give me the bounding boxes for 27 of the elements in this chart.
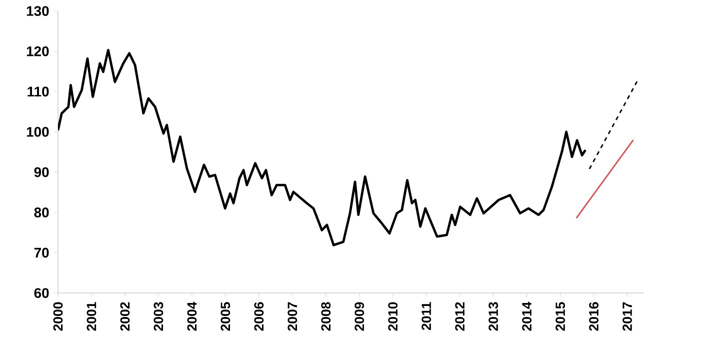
x-tick-label: 2016 bbox=[589, 302, 598, 331]
x-tick-label: 2013 bbox=[488, 302, 498, 331]
x-tick-label: 2008 bbox=[321, 302, 331, 331]
x-tick-label: 2006 bbox=[254, 302, 264, 331]
x-tick-label: 2005 bbox=[220, 302, 230, 331]
x-tick-label: 2002 bbox=[120, 302, 130, 331]
y-tick-label: 90 bbox=[34, 167, 49, 178]
x-tick-label: 2009 bbox=[354, 302, 364, 331]
x-tick-label: 2014 bbox=[522, 302, 532, 331]
line-series bbox=[58, 48, 587, 246]
x-tick-label: 2012 bbox=[455, 302, 465, 331]
x-tick-label: 2007 bbox=[288, 302, 298, 331]
y-tick-label: 120 bbox=[26, 46, 49, 56]
x-tick-label: 2000 bbox=[53, 302, 63, 331]
x-tick-label: 2017 bbox=[622, 302, 632, 331]
x-tick-label: 2004 bbox=[187, 302, 197, 331]
x-tick-label: 2015 bbox=[556, 302, 565, 331]
x-tick-label: 2011 bbox=[422, 302, 432, 330]
x-tick-label: 2001 bbox=[86, 302, 96, 331]
y-tick-label: 100 bbox=[26, 126, 49, 137]
x-tick-label: 2010 bbox=[388, 302, 398, 331]
y-tick-label: 130 bbox=[26, 6, 49, 16]
y-tick-label: 70 bbox=[34, 248, 49, 258]
y-tick-label: 110 bbox=[28, 86, 49, 97]
y-tick-label: 80 bbox=[34, 208, 49, 218]
y-tick-label: 60 bbox=[34, 288, 49, 298]
x-tick-label: 2003 bbox=[154, 302, 164, 331]
